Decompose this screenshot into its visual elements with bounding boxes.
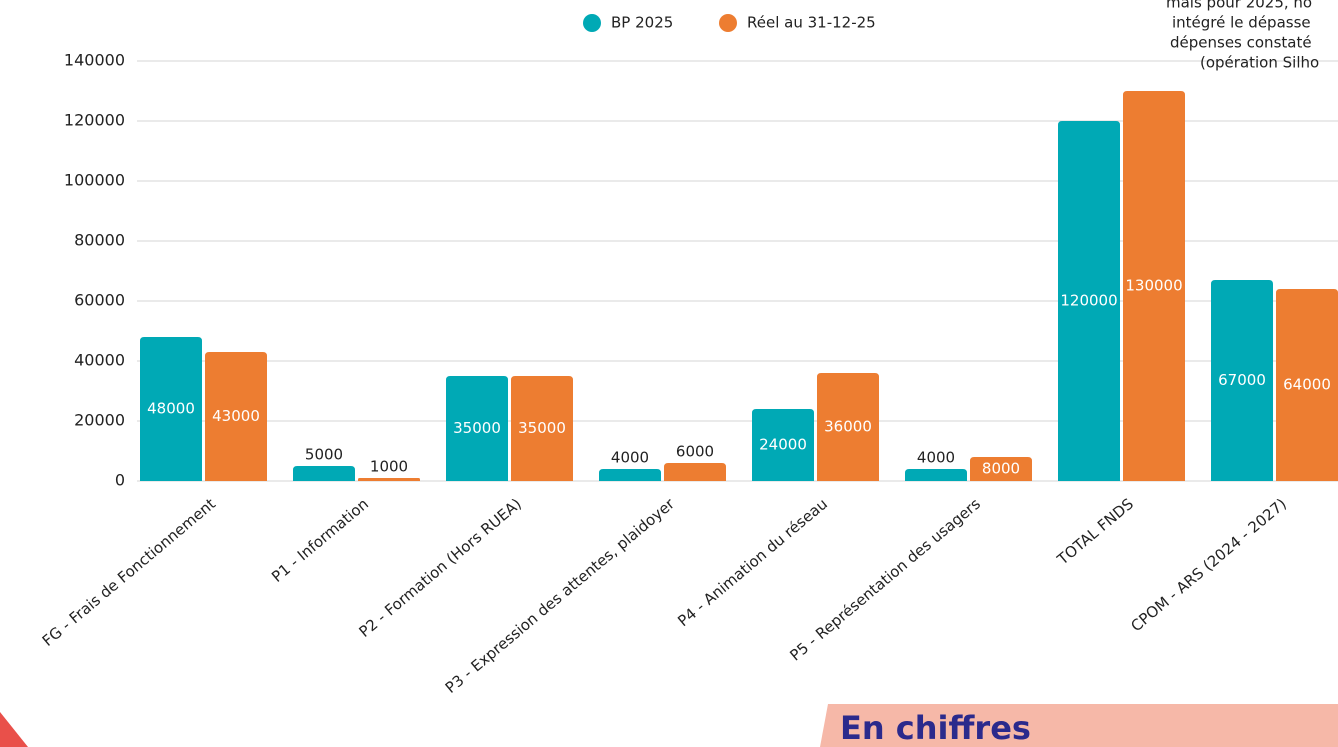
- y-tick-label: 140000: [64, 51, 125, 70]
- x-tick-label: P2 - Formation (Hors RUEA): [356, 495, 525, 641]
- annotation: (opération Silho: [1200, 54, 1319, 72]
- bar: [1123, 91, 1185, 481]
- annotation: intégré le dépasse: [1172, 14, 1311, 32]
- x-tick-label: TOTAL FNDS: [1053, 495, 1137, 569]
- value-label: 120000: [1060, 292, 1117, 310]
- bar: [205, 352, 267, 481]
- annotation: dépenses constaté: [1170, 34, 1312, 52]
- bar: [140, 337, 202, 481]
- value-label: 35000: [518, 419, 566, 437]
- legend-label: BP 2025: [611, 14, 673, 32]
- y-tick-label: 100000: [64, 171, 125, 190]
- bar: [664, 463, 726, 481]
- y-tick-label: 20000: [74, 411, 125, 430]
- value-label: 64000: [1283, 376, 1331, 394]
- bar: [1276, 289, 1338, 481]
- bar: [1211, 280, 1273, 481]
- bar: [511, 376, 573, 481]
- bar: [446, 376, 508, 481]
- bar: [905, 469, 967, 481]
- value-label: 4000: [611, 449, 649, 467]
- legend-label: Réel au 31-12-25: [747, 14, 876, 32]
- value-label: 24000: [759, 436, 807, 454]
- bar: [358, 478, 420, 481]
- value-label: 35000: [453, 419, 501, 437]
- bar: [817, 373, 879, 481]
- value-label: 4000: [917, 449, 955, 467]
- corner-shape: [0, 712, 28, 747]
- value-label: 8000: [982, 460, 1020, 478]
- value-label: 1000: [370, 458, 408, 476]
- banner-title: En chiffres: [840, 709, 1031, 747]
- y-tick-label: 40000: [74, 351, 125, 370]
- value-label: 36000: [824, 418, 872, 436]
- value-label: 6000: [676, 443, 714, 461]
- x-tick-label: P4 - Animation du réseau: [674, 495, 831, 631]
- value-label: 48000: [147, 400, 195, 418]
- bar: [970, 457, 1032, 481]
- value-label: 5000: [305, 446, 343, 464]
- bar: [752, 409, 814, 481]
- y-tick-label: 80000: [74, 231, 125, 250]
- bar: [599, 469, 661, 481]
- legend-swatch: [583, 14, 601, 32]
- bar: [293, 466, 355, 481]
- bar: [1058, 121, 1120, 481]
- annotation: mais pour 2025, no: [1166, 0, 1312, 12]
- x-tick-label: P1 - Information: [268, 495, 372, 586]
- legend-swatch: [719, 14, 737, 32]
- banner-box: [820, 704, 1338, 747]
- x-tick-label: FG - Frais de Fonctionnement: [39, 495, 219, 650]
- x-tick-label: CPOM - ARS (2024 - 2027): [1127, 495, 1290, 636]
- plot: 0 20000 40000 60000 80000 100000 120000 140000 B…: [39, 0, 1338, 697]
- value-label: 67000: [1218, 371, 1266, 389]
- y-tick-label: 60000: [74, 291, 125, 310]
- y-tick-label: 120000: [64, 111, 125, 130]
- value-label: 130000: [1125, 277, 1182, 295]
- value-label: 43000: [212, 407, 260, 425]
- y-tick-label: 0: [115, 471, 125, 490]
